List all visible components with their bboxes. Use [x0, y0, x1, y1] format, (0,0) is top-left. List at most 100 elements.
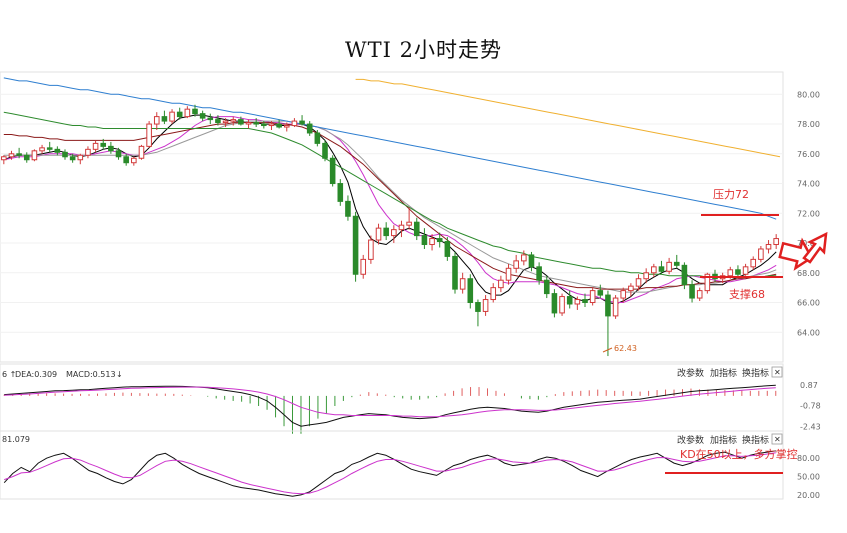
candle [169, 109, 175, 125]
candle [467, 274, 474, 309]
candle [360, 254, 367, 279]
candle-body [635, 278, 642, 287]
kd-close-button[interactable] [771, 433, 783, 445]
price-tick-label: 68.00 [797, 269, 820, 278]
candle [16, 147, 22, 159]
candle-body [245, 122, 252, 125]
candle-body [452, 255, 458, 290]
kd-edit-params-button[interactable]: 改参数 [677, 434, 704, 446]
candle [276, 119, 282, 129]
candle [69, 153, 76, 163]
kd-pane-frame [0, 430, 784, 500]
candle [314, 130, 321, 147]
candle-body [306, 123, 313, 134]
candle [23, 152, 30, 163]
candle [582, 293, 588, 307]
candle [337, 179, 344, 206]
candle [192, 104, 198, 117]
kd-add-indicator-button[interactable]: 加指标 [710, 434, 737, 446]
candle [352, 211, 359, 282]
candle [62, 149, 68, 160]
candlesticks [1, 104, 779, 357]
candle-body [222, 120, 229, 124]
candle [39, 144, 45, 154]
candle [505, 263, 512, 285]
candle-body [77, 154, 84, 161]
candle [475, 299, 481, 327]
price-tick-label: 66.00 [797, 299, 820, 308]
candle-body [543, 279, 550, 295]
candle-body [666, 261, 672, 272]
candle [498, 275, 504, 293]
candle [651, 263, 657, 278]
candle [452, 251, 458, 294]
candle-body [773, 238, 779, 246]
candle-body [85, 148, 91, 156]
candle-body [192, 108, 198, 115]
candle-body [643, 272, 649, 280]
candle-body [559, 296, 565, 314]
candle [605, 290, 611, 357]
candle-body [566, 296, 573, 305]
candle-body [742, 266, 749, 275]
macd-close-button[interactable] [771, 366, 783, 378]
support-label: 支撑68 [729, 287, 765, 301]
candle [559, 293, 565, 316]
candle [459, 272, 466, 294]
candle [46, 141, 53, 153]
candle-body [436, 238, 443, 243]
candle-body [536, 266, 542, 281]
candle-body [582, 299, 588, 304]
candle-body [352, 215, 359, 275]
candle [742, 263, 749, 276]
candle [207, 113, 214, 125]
candle-body [283, 125, 290, 128]
candle [108, 141, 114, 154]
candle [261, 121, 267, 129]
candle [153, 112, 160, 130]
candle [704, 272, 711, 294]
candle-body [54, 148, 61, 153]
candle [429, 234, 435, 251]
candle [597, 284, 604, 299]
low-marker-label: 62.43 [614, 344, 637, 353]
candle-body [238, 119, 244, 125]
candle-body [605, 294, 611, 317]
candle [238, 116, 244, 126]
candle-body [689, 284, 695, 299]
kd-close-icon: ✕ [774, 435, 781, 444]
price-tick-label: 80.00 [797, 90, 820, 99]
candle-body [131, 157, 137, 164]
candle [436, 232, 443, 248]
macd-lines [4, 384, 776, 427]
candle [368, 235, 374, 264]
price-tick-label: 64.00 [797, 328, 820, 337]
candle-body [521, 254, 527, 262]
candle [54, 146, 61, 156]
candle-body [1, 156, 7, 161]
candle-body [574, 299, 581, 305]
macd-edit-params-button[interactable]: 改参数 [677, 367, 704, 379]
candle-body [413, 221, 420, 237]
candle [628, 283, 634, 297]
candle-body [375, 227, 382, 241]
candle [398, 220, 405, 238]
candle-body [459, 278, 466, 290]
macd-add-indicator-button[interactable]: 加指标 [710, 367, 737, 379]
candle-body [329, 157, 336, 185]
candle-body [475, 302, 481, 312]
macd-switch-indicator-button[interactable]: 换指标 [742, 367, 769, 379]
ma-line-ma5 [3, 114, 777, 305]
candle-body [360, 258, 367, 275]
candle [100, 138, 107, 150]
candle [444, 237, 451, 261]
kd-switch-indicator-button[interactable]: 换指标 [742, 434, 769, 446]
candle [92, 140, 99, 153]
candle [1, 155, 7, 165]
kd-tick-label: 20.00 [797, 491, 820, 500]
candle-body [391, 229, 397, 237]
candle-body [673, 261, 680, 266]
candle-body [276, 123, 282, 128]
candle-body [750, 258, 757, 268]
candle-body [345, 200, 351, 217]
